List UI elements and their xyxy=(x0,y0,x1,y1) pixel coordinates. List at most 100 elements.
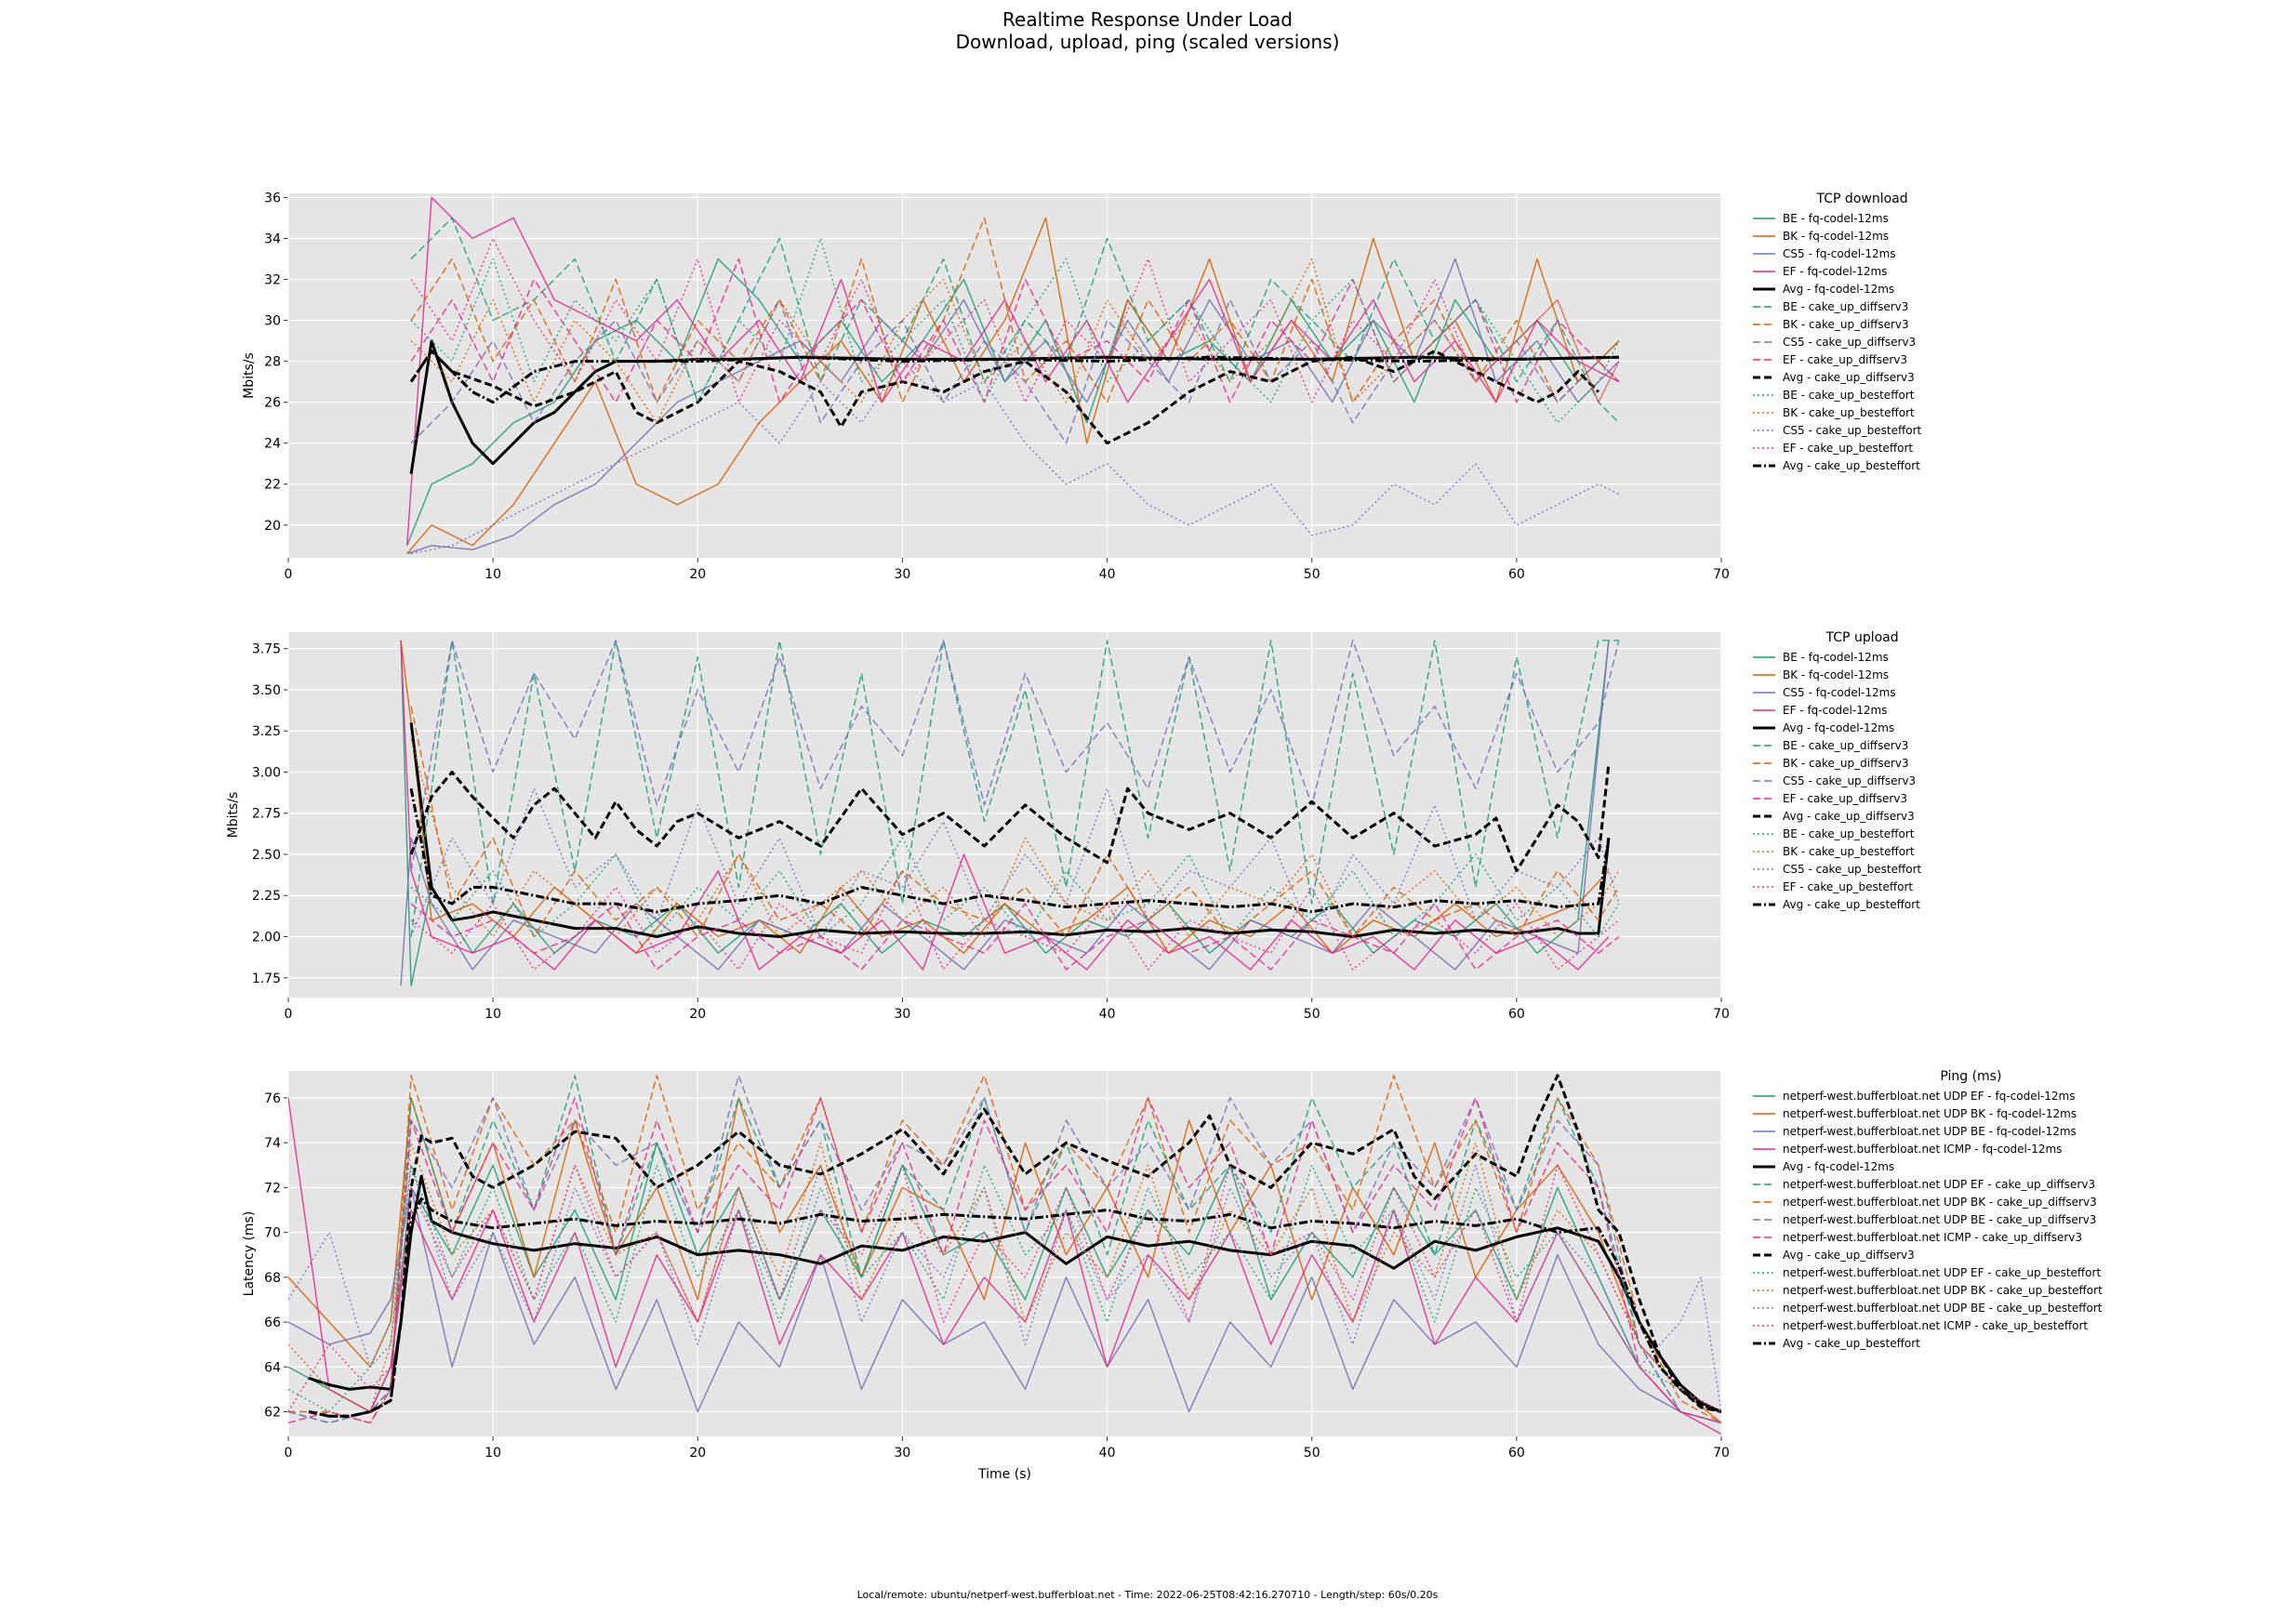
series-line xyxy=(409,763,1611,873)
tick-label-y: 24 xyxy=(264,437,281,452)
tick-label-x: 10 xyxy=(484,1446,501,1461)
legend-entry: netperf-west.bufferbloat.net UDP BE - ca… xyxy=(1783,1302,2103,1315)
legend-entry: BE - cake_up_diffserv3 xyxy=(1783,300,1908,313)
tick-label-y: 62 xyxy=(264,1405,281,1420)
tick-label-x: 40 xyxy=(1099,1007,1116,1022)
legend-entry: EF - fq-codel-12ms xyxy=(1783,265,1887,278)
chart-panel-1: 20 22 24 26 28 30 32 34 36 0 10 20 30 40 50 60 70 Mbits/s… xyxy=(242,191,1922,582)
tick-label-x: 70 xyxy=(1713,1007,1730,1022)
legend-entry: BK - cake_up_besteffort xyxy=(1783,406,1915,419)
tick-label-y: 70 xyxy=(264,1226,281,1241)
legend-entry: Avg - fq-codel-12ms xyxy=(1783,1160,1894,1173)
plot-area xyxy=(288,632,1721,998)
tick-label-y: 20 xyxy=(264,519,281,534)
y-axis-label: Latency (ms) xyxy=(242,1211,257,1297)
legend-entry: BK - cake_up_diffserv3 xyxy=(1783,318,1909,331)
legend-entry: netperf-west.bufferbloat.net ICMP - fq-c… xyxy=(1783,1143,2062,1156)
tick-label-x: 20 xyxy=(689,567,706,582)
legend-entry: netperf-west.bufferbloat.net UDP BE - fq… xyxy=(1783,1125,2077,1138)
legend-entry: Avg - cake_up_besteffort xyxy=(1783,898,1920,911)
figure-title: Realtime Response Under Load xyxy=(1002,8,1293,31)
legend-entry: BE - cake_up_diffserv3 xyxy=(1783,739,1908,752)
tick-label-x: 10 xyxy=(484,1007,501,1022)
series-line xyxy=(400,640,1610,971)
tick-label-y: 1.75 xyxy=(252,972,281,986)
legend-entry: CS5 - fq-codel-12ms xyxy=(1783,247,1896,260)
tick-label-x: 0 xyxy=(285,1007,293,1022)
legend-entry: BK - cake_up_diffserv3 xyxy=(1783,757,1909,770)
legend-entry: netperf-west.bufferbloat.net UDP EF - fq… xyxy=(1783,1090,2075,1103)
legend-entry: BE - fq-codel-12ms xyxy=(1783,651,1889,664)
tick-label-y: 3.00 xyxy=(252,765,281,780)
series-group xyxy=(400,640,1620,987)
legend-entry: BE - cake_up_besteffort xyxy=(1783,389,1915,402)
tick-label-y: 30 xyxy=(264,314,281,329)
chart-panels: 20 22 24 26 28 30 32 34 36 0 10 20 30 40 50 60 70 Mbits/s… xyxy=(226,191,2103,1482)
tick-label-x: 60 xyxy=(1508,1446,1525,1461)
plot-area xyxy=(288,193,1721,558)
tick-label-x: 40 xyxy=(1099,1446,1116,1461)
legend-entry: CS5 - cake_up_besteffort xyxy=(1783,424,1922,437)
legend-entry: EF - cake_up_besteffort xyxy=(1783,880,1913,893)
series-line xyxy=(409,350,1619,404)
legend-entry: netperf-west.bufferbloat.net ICMP - cake… xyxy=(1783,1231,2082,1244)
series-group xyxy=(406,196,1620,555)
legend-entry: CS5 - cake_up_besteffort xyxy=(1783,863,1922,876)
tick-label-y: 36 xyxy=(264,191,281,205)
legend-entry: Avg - cake_up_diffserv3 xyxy=(1783,1249,1915,1262)
tick-label-y: 3.25 xyxy=(252,724,281,739)
legend-title: TCP download xyxy=(1816,192,1908,206)
legend-entry: BK - cake_up_besteffort xyxy=(1783,845,1915,858)
tick-label-x: 30 xyxy=(895,1446,911,1461)
tick-label-x: 40 xyxy=(1099,567,1116,582)
series-line xyxy=(410,237,1620,424)
tick-label-x: 30 xyxy=(895,567,911,582)
legend-entry: netperf-west.bufferbloat.net UDP BK - fq… xyxy=(1783,1107,2077,1120)
y-axis-label: Mbits/s xyxy=(226,792,241,839)
tick-label-x: 0 xyxy=(285,1446,293,1461)
legend-entry: netperf-west.bufferbloat.net ICMP - cake… xyxy=(1783,1319,2088,1332)
legend-entry: EF - cake_up_besteffort xyxy=(1783,442,1913,455)
series-line xyxy=(288,1097,1721,1435)
series-line xyxy=(308,1074,1721,1418)
tick-label-y: 74 xyxy=(264,1136,281,1151)
legend-entry: BE - fq-codel-12ms xyxy=(1783,212,1889,225)
series-group xyxy=(288,1074,1721,1435)
legend-entry: EF - fq-codel-12ms xyxy=(1783,704,1887,717)
legend: TCP download BE - fq-codel-12ms BK - fq-co… xyxy=(1753,192,1922,472)
series-line xyxy=(410,738,1620,938)
legend-entry: Avg - cake_up_diffserv3 xyxy=(1783,371,1915,384)
tick-label-x: 50 xyxy=(1304,1446,1321,1461)
tick-label-y: 68 xyxy=(264,1271,281,1286)
legend-entry: Avg - cake_up_besteffort xyxy=(1783,1337,1920,1350)
tick-label-y: 66 xyxy=(264,1316,281,1330)
figure-subtitle: Download, upload, ping (scaled versions) xyxy=(956,31,1340,53)
series-line xyxy=(410,640,1619,937)
tick-label-x: 70 xyxy=(1713,1446,1730,1461)
legend-entry: CS5 - cake_up_diffserv3 xyxy=(1783,774,1916,787)
legend: TCP upload BE - fq-codel-12ms BK - fq-code… xyxy=(1753,630,1922,911)
series-line xyxy=(288,1186,1721,1424)
tick-label-x: 20 xyxy=(689,1007,706,1022)
tick-label-y: 32 xyxy=(264,272,281,287)
tick-label-x: 20 xyxy=(689,1446,706,1461)
series-line xyxy=(308,1197,1721,1418)
tick-label-y: 64 xyxy=(264,1360,281,1375)
tick-label-y: 22 xyxy=(264,478,281,493)
x-axis-label: Time (s) xyxy=(977,1467,1031,1482)
series-line xyxy=(409,339,1619,474)
y-axis-label: Mbits/s xyxy=(242,352,257,399)
series-line xyxy=(410,360,1620,555)
legend-title: TCP upload xyxy=(1825,630,1899,645)
legend-entry: Avg - cake_up_besteffort xyxy=(1783,459,1920,472)
series-line xyxy=(410,787,1620,938)
series-line xyxy=(410,640,1620,871)
series-line xyxy=(288,1097,1721,1424)
tick-label-y: 2.00 xyxy=(252,931,281,945)
legend-entry: netperf-west.bufferbloat.net UDP BK - ca… xyxy=(1783,1196,2097,1209)
series-line xyxy=(410,258,1620,403)
legend: Ping (ms) netperf-west.bufferbloat.net UD… xyxy=(1753,1069,2103,1350)
legend-title: Ping (ms) xyxy=(1940,1069,2001,1084)
legend-entry: Avg - cake_up_diffserv3 xyxy=(1783,810,1915,823)
